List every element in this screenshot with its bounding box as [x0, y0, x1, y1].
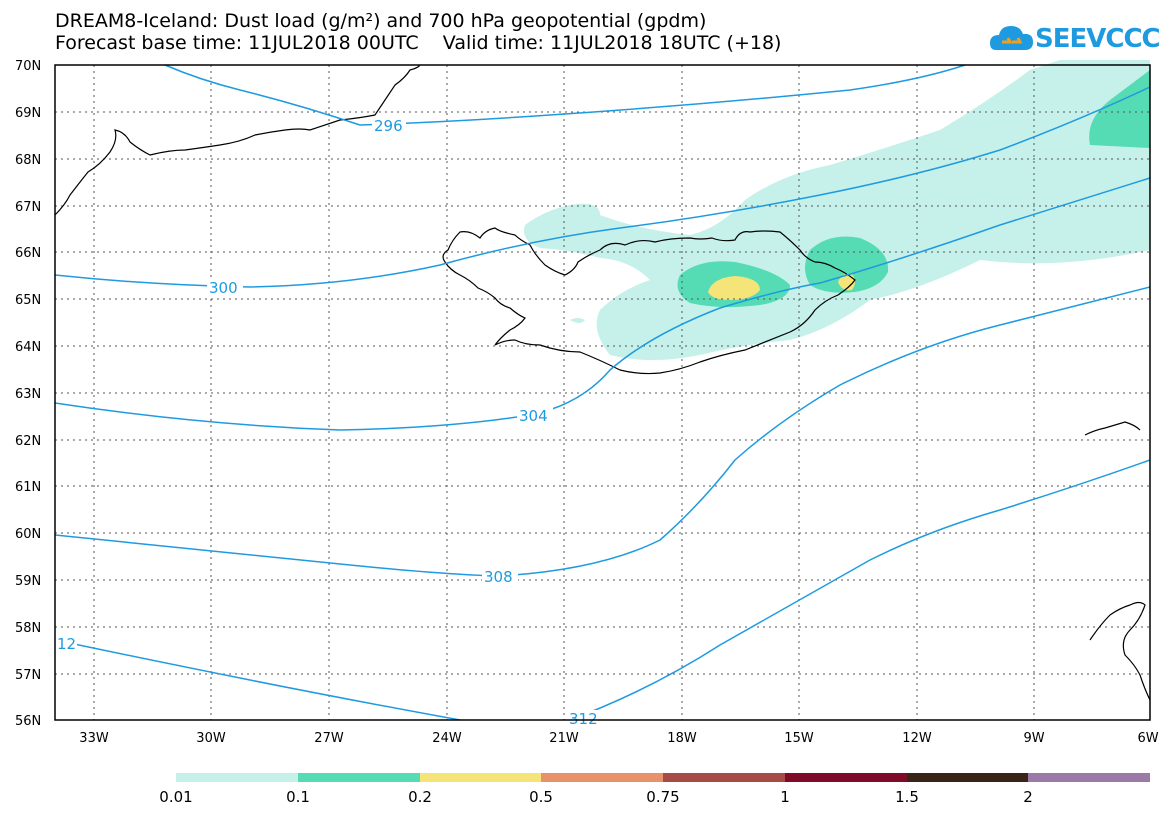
colorbar: 0.01 0.1 0.2 0.5 0.75 1 1.5 2 — [159, 773, 1150, 806]
lon-label: 33W — [79, 731, 109, 746]
lat-label: 62N — [15, 434, 41, 449]
lon-label: 18W — [667, 731, 697, 746]
isoline-label-300: 300 — [209, 279, 238, 297]
colorbar-segment — [176, 773, 298, 782]
lat-label: 69N — [15, 106, 41, 121]
isoline-label-296: 296 — [374, 117, 403, 135]
colorbar-label: 1.5 — [895, 788, 919, 806]
lat-label: 61N — [15, 480, 41, 495]
lon-label: 15W — [784, 731, 814, 746]
lat-label: 60N — [15, 527, 41, 542]
lat-label: 57N — [15, 668, 41, 683]
lat-label: 68N — [15, 153, 41, 168]
longitude-labels: 33W 30W 27W 24W 21W 18W 15W 12W 9W 6W — [79, 731, 1158, 746]
colorbar-segment — [663, 773, 785, 782]
colorbar-segment — [541, 773, 663, 782]
lat-label: 70N — [15, 59, 41, 74]
dust-plume-mid-north — [1089, 70, 1150, 148]
title-line-1: DREAM8-Iceland: Dust load (g/m²) and 700… — [55, 10, 707, 32]
greenland-coast — [54, 64, 421, 216]
isoline-label-304: 304 — [519, 407, 548, 425]
lat-label: 59N — [15, 574, 41, 589]
scotland-coast — [1089, 601, 1151, 701]
colorbar-segment — [298, 773, 420, 782]
coastlines — [54, 64, 1151, 701]
map-frame — [54, 64, 1151, 721]
isoline-label-312: 312 — [569, 710, 598, 728]
lon-label: 12W — [902, 731, 932, 746]
dust-plume-high-west — [708, 276, 760, 300]
title-line-2: Forecast base time: 11JUL2018 00UTC Vali… — [55, 32, 782, 54]
isoline-296 — [164, 64, 966, 126]
lat-label: 58N — [15, 621, 41, 636]
colorbar-segment — [907, 773, 1028, 782]
colorbar-label: 1 — [780, 788, 790, 806]
dust-plume-low — [524, 60, 1150, 360]
lat-label: 65N — [15, 293, 41, 308]
isoline-308 — [54, 286, 1151, 577]
lat-label: 64N — [15, 340, 41, 355]
cloud-logo-icon — [990, 26, 1033, 50]
isoline-label-308: 308 — [484, 568, 513, 586]
colorbar-segment — [1028, 773, 1150, 782]
lat-label: 56N — [15, 714, 41, 729]
lat-label: 67N — [15, 200, 41, 215]
lon-label: 21W — [549, 731, 579, 746]
colorbar-label: 0.1 — [286, 788, 310, 806]
colorbar-segment — [420, 773, 541, 782]
isoline-300 — [54, 86, 1151, 288]
latitude-labels: 70N 69N 68N 67N 66N 65N 64N 63N 62N 61N … — [15, 59, 41, 729]
colorbar-label: 0.75 — [646, 788, 679, 806]
dust-load-shading — [524, 60, 1150, 360]
isoline-312-east — [569, 459, 1151, 721]
iceland-coast — [442, 227, 856, 375]
isoline-labels: 296 300 304 308 312 12 — [55, 117, 602, 728]
isoline-312 — [54, 639, 461, 721]
lon-label: 27W — [314, 731, 344, 746]
dust-plume-high-east — [838, 273, 855, 291]
lat-label: 63N — [15, 387, 41, 402]
colorbar-segment — [785, 773, 907, 782]
lat-label: 66N — [15, 246, 41, 261]
lon-label: 30W — [196, 731, 226, 746]
colorbar-label: 0.01 — [159, 788, 192, 806]
dust-plume-mid-east — [805, 236, 889, 293]
lon-label: 9W — [1023, 731, 1044, 746]
colorbar-label: 0.5 — [529, 788, 553, 806]
colorbar-label: 0.2 — [408, 788, 432, 806]
graticule — [55, 65, 1150, 720]
colorbar-label: 2 — [1023, 788, 1033, 806]
faroe-coast — [1084, 421, 1141, 436]
isoline-label-12: 12 — [57, 635, 76, 653]
lon-label: 6W — [1137, 731, 1158, 746]
lon-label: 24W — [432, 731, 462, 746]
logo-text: SEEVCCC — [1035, 24, 1161, 54]
geopotential-isolines — [54, 64, 1151, 721]
isoline-304 — [54, 177, 1151, 431]
